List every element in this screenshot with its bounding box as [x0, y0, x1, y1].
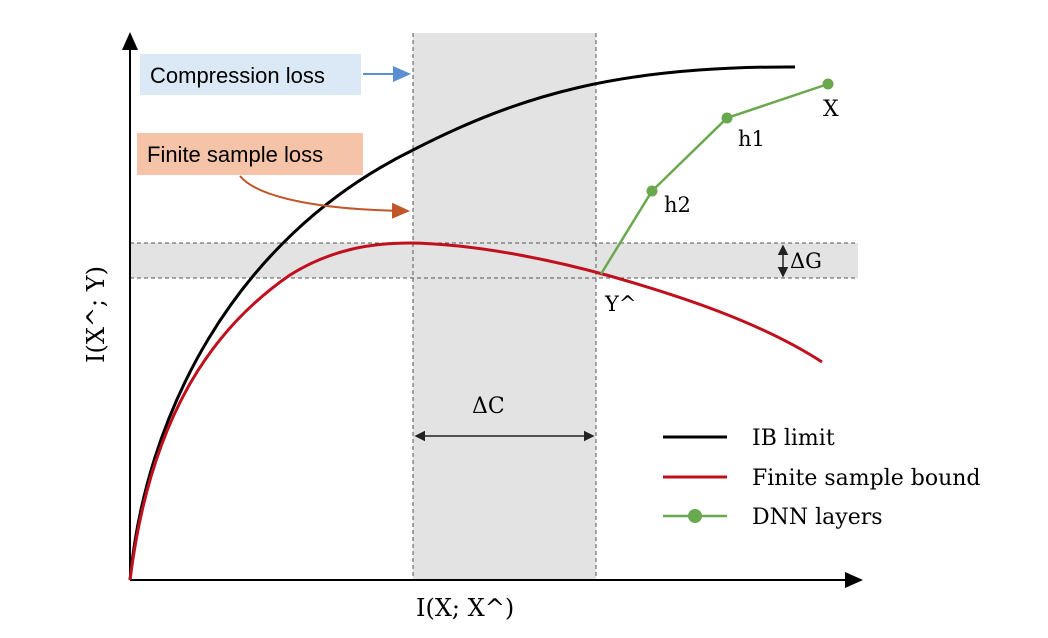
delta-g-label: ΔG — [790, 249, 822, 273]
compression-loss-callout-bg — [140, 54, 361, 95]
legend-label-finite-sample-bound: Finite sample bound — [752, 466, 981, 491]
finite-sample-loss-arrow — [239, 175, 410, 219]
y-axis-label: I(X^; Y) — [82, 266, 110, 363]
legend-swatch-dnn-marker — [688, 509, 702, 523]
finite-sample-loss-callout: Finite sample loss — [147, 142, 323, 167]
ib-limit-curve — [128, 65, 796, 581]
layer-label-x: X — [823, 97, 839, 122]
x-axis-label: I(X; X^) — [416, 594, 514, 622]
finite-sample-loss-callout-bg — [137, 133, 363, 175]
compression-loss-callout: Compression loss — [150, 63, 325, 88]
legend: IB limit Finite sample bound DNN layers — [663, 426, 981, 530]
dnn-point-x — [822, 78, 834, 90]
finite-sample-bound-curve — [128, 241, 823, 581]
layer-label-h2: h2 — [664, 193, 691, 217]
layer-label-h1: h1 — [738, 127, 765, 151]
dnn-point-h1 — [721, 112, 733, 124]
dnn-layers-line — [599, 82, 829, 275]
generalization-band — [130, 243, 858, 278]
dnn-point-h2 — [646, 185, 658, 197]
delta-c-label: ΔC — [472, 394, 505, 419]
compression-band — [413, 33, 596, 579]
layer-label-y-hat: Y^ — [604, 292, 636, 316]
legend-label-ib-limit: IB limit — [752, 426, 835, 451]
legend-label-dnn-layers: DNN layers — [752, 505, 883, 530]
